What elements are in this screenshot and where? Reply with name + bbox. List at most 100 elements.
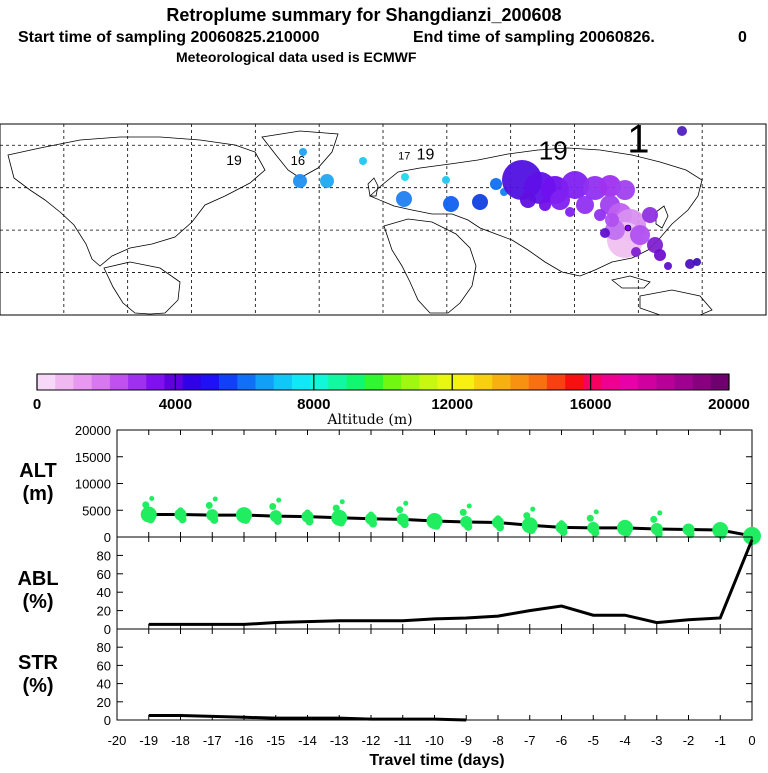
plume-marker <box>550 190 570 210</box>
alt-spread-marker <box>586 514 594 522</box>
x-tick-label: -14 <box>298 733 317 748</box>
plume-marker <box>320 174 334 188</box>
retroplume-map: 19 1 19 16 19 17 <box>0 117 767 316</box>
abl-y-tick-label: 60 <box>97 567 111 582</box>
alt-spread-marker <box>269 503 277 511</box>
str-panel-label: STR <box>18 652 59 674</box>
alt-spread-marker <box>177 507 184 514</box>
colorbar-swatch <box>383 374 402 390</box>
colorbar-swatch <box>91 374 111 390</box>
colorbar-swatch <box>437 374 457 390</box>
alt-spread-marker <box>495 515 501 522</box>
colorbar-swatch <box>619 374 639 390</box>
x-tick-label: -10 <box>425 733 444 748</box>
alt-spread-marker <box>431 513 438 520</box>
colorbar-swatch <box>401 374 420 390</box>
x-axis-title: Travel time (days) <box>369 752 504 768</box>
alt-spread-marker <box>459 508 467 516</box>
plume-day-label: 1 <box>627 117 649 161</box>
x-tick-label: -20 <box>108 733 127 748</box>
plume-marker <box>490 178 502 190</box>
x-tick-label: -18 <box>171 733 190 748</box>
alt-spread-marker <box>466 503 472 509</box>
alt-spread-marker <box>304 509 311 516</box>
plume-marker <box>293 174 307 188</box>
x-tick-label: -8 <box>492 733 504 748</box>
abl-panel-unit: (%) <box>22 591 53 613</box>
altitude-colorbar: 0 4000 8000 12000 16000 20000 <box>33 373 750 413</box>
colorbar-tick-label: 16000 <box>570 396 612 413</box>
plume-day-label: 17 <box>398 150 410 162</box>
alt-spread-marker <box>369 519 377 528</box>
x-tick-label: -2 <box>683 733 695 748</box>
x-tick-label: 0 <box>748 733 755 748</box>
plume-marker <box>561 171 589 199</box>
colorbar-swatch <box>164 374 183 390</box>
x-tick-label: -6 <box>556 733 568 748</box>
north-america-outline <box>7 136 266 267</box>
abl-panel-label: ABL <box>17 568 58 590</box>
colorbar-swatch <box>583 374 602 390</box>
plume-marker <box>442 176 450 184</box>
colorbar-swatch <box>565 374 584 390</box>
alt-spread-marker <box>496 523 504 532</box>
alt-spread-marker <box>523 512 531 520</box>
plume-marker <box>615 180 635 200</box>
alt-spread-marker <box>622 520 628 527</box>
colorbar-swatch <box>492 374 511 390</box>
alt-spread-marker <box>210 515 219 524</box>
colorbar-label: Altitude (m) <box>326 412 412 428</box>
alt-spread-marker <box>178 515 187 524</box>
alt-y-tick-label: 5000 <box>82 503 111 518</box>
plume-marker <box>443 196 459 212</box>
alt-spread-marker <box>591 528 600 537</box>
plume-marker <box>594 209 606 221</box>
plume-day-label: 19 <box>226 152 242 168</box>
plume-marker <box>600 228 610 238</box>
x-tick-label: -7 <box>524 733 536 748</box>
alt-spread-marker <box>400 520 409 529</box>
plume-marker <box>605 213 619 227</box>
alt-spread-marker <box>242 515 250 524</box>
alt-y-tick-label: 20000 <box>75 423 111 438</box>
x-tick-label: -3 <box>651 733 663 748</box>
alt-spread-marker <box>241 507 247 514</box>
colorbar-tick-label: 4000 <box>159 396 192 413</box>
alt-spread-marker <box>464 522 473 531</box>
plume-marker <box>565 207 575 217</box>
colorbar-swatch <box>291 374 311 390</box>
alt-panel-label: ALT <box>19 460 56 482</box>
japan-outline <box>655 205 669 229</box>
colorbar-swatch <box>146 374 165 390</box>
alt-spread-marker <box>558 520 565 527</box>
station-marker <box>624 224 632 232</box>
plume-marker <box>359 157 367 165</box>
plume-marker <box>472 194 488 210</box>
alt-y-tick-label: 15000 <box>75 450 111 465</box>
plume-day-label: 16 <box>291 153 305 168</box>
colorbar-swatch <box>528 374 548 390</box>
indonesia-outline <box>611 275 651 289</box>
plume-marker <box>664 262 672 270</box>
end-time-suffix: 0 <box>738 29 747 46</box>
south-america-outline <box>103 261 181 315</box>
colorbar-tick-label: 12000 <box>431 396 473 413</box>
colorbar-swatch <box>128 374 147 390</box>
colorbar-swatch <box>364 374 384 390</box>
plume-day-label: 19 <box>417 146 435 163</box>
alt-spread-marker <box>396 506 404 514</box>
abl-panel-frame <box>116 536 753 630</box>
alt-spread-marker <box>623 528 631 537</box>
abl-y-tick-label: 0 <box>104 622 111 637</box>
alt-spread-marker <box>149 495 155 501</box>
end-time-label: End time of sampling 20060826. <box>413 29 655 46</box>
x-tick-label: -15 <box>266 733 285 748</box>
britain-outline <box>367 177 379 197</box>
colorbar-swatch <box>310 374 329 390</box>
alt-y-tick-label: 0 <box>104 530 111 545</box>
str-y-tick-label: 60 <box>97 658 111 673</box>
colorbar-swatch <box>601 374 621 390</box>
colorbar-swatch <box>237 374 256 390</box>
x-tick-label: -13 <box>330 733 349 748</box>
plume-marker <box>401 173 409 181</box>
